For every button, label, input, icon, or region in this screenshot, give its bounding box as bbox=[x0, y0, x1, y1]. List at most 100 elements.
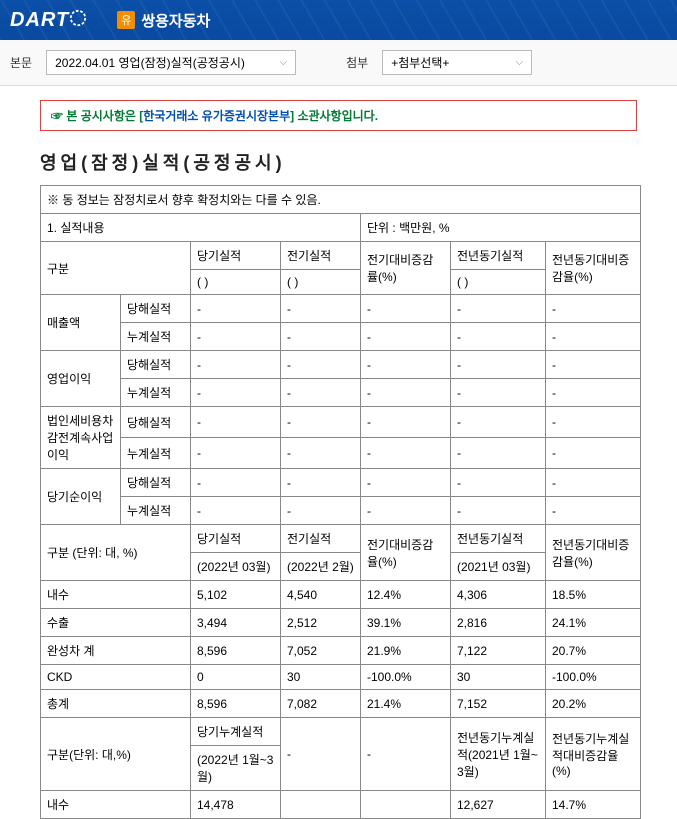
col-py: 전년동기실적 bbox=[451, 242, 546, 270]
cell: - bbox=[546, 469, 641, 497]
section-label: 1. 실적내용 bbox=[41, 214, 361, 242]
notice-prefix: ☞ 본 공시사항은 [ bbox=[51, 109, 143, 123]
cell: - bbox=[361, 469, 451, 497]
cell: - bbox=[191, 295, 281, 323]
cell: - bbox=[281, 295, 361, 323]
col-prev-sub: ( ) bbox=[281, 270, 361, 295]
col2-current-sub: (2022년 03월) bbox=[191, 553, 281, 581]
cell: 24.1% bbox=[546, 609, 641, 637]
col2-prev: 전기실적 bbox=[281, 525, 361, 553]
cell: - bbox=[361, 295, 451, 323]
page-title: 영업(잠정)실적(공정공시) bbox=[40, 149, 637, 175]
cell: - bbox=[191, 323, 281, 351]
cell: 39.1% bbox=[361, 609, 451, 637]
main-doc-label: 본문 bbox=[10, 54, 32, 71]
cell: - bbox=[451, 407, 546, 438]
row-pretax: 법인세비용차감전계속사업이익 bbox=[41, 407, 121, 469]
cell: 21.4% bbox=[361, 690, 451, 718]
logo: DART bbox=[10, 9, 87, 32]
cell: 7,052 bbox=[281, 637, 361, 665]
cell: 3,494 bbox=[191, 609, 281, 637]
col3-pyr: 전년동기누계실적대비증감율(%) bbox=[546, 718, 641, 791]
cell: - bbox=[281, 497, 361, 525]
cell: - bbox=[451, 379, 546, 407]
main-doc-select[interactable]: 2022.04.01 영업(잠정)실적(공정공시) ⌵ bbox=[46, 50, 296, 75]
col3-ratio: - bbox=[361, 718, 451, 791]
cell: - bbox=[191, 407, 281, 438]
row2-ckd: CKD bbox=[41, 665, 191, 690]
cell: - bbox=[451, 295, 546, 323]
cell: - bbox=[546, 323, 641, 351]
row3-domestic: 내수 bbox=[41, 791, 191, 819]
col2-py: 전년동기실적 bbox=[451, 525, 546, 553]
row-sub: 누계실적 bbox=[121, 497, 191, 525]
cell: 12.4% bbox=[361, 581, 451, 609]
chevron-down-icon: ⌵ bbox=[280, 57, 288, 68]
cell: 7,122 bbox=[451, 637, 546, 665]
col2-py-sub: (2021년 03월) bbox=[451, 553, 546, 581]
row2-export: 수출 bbox=[41, 609, 191, 637]
notice-suffix: ] 소관사항입니다. bbox=[290, 109, 378, 123]
row-sub: 당해실적 bbox=[121, 469, 191, 497]
cell: - bbox=[546, 497, 641, 525]
cell: - bbox=[281, 323, 361, 351]
cell: - bbox=[281, 379, 361, 407]
row-net: 당기순이익 bbox=[41, 469, 121, 525]
col-ratio: 전기대비증감률(%) bbox=[361, 242, 451, 295]
cell: 14,478 bbox=[191, 791, 281, 819]
cell: - bbox=[191, 497, 281, 525]
col-pyr: 전년동기대비증감율(%) bbox=[546, 242, 641, 295]
cell: - bbox=[191, 351, 281, 379]
cell: - bbox=[546, 407, 641, 438]
main-table: ※ 동 정보는 잠정치로서 향후 확정치와는 다를 수 있음. 1. 실적내용 … bbox=[40, 185, 641, 819]
note-cell: ※ 동 정보는 잠정치로서 향후 확정치와는 다를 수 있음. bbox=[41, 186, 641, 214]
notice-link[interactable]: 한국거래소 유가증권시장본부 bbox=[143, 109, 290, 123]
cell: - bbox=[281, 438, 361, 469]
col2-gubun: 구분 (단위: 대, %) bbox=[41, 525, 191, 581]
cell: - bbox=[281, 407, 361, 438]
app-header: DART 유 쌍용자동차 bbox=[0, 0, 677, 40]
attach-select[interactable]: +첨부선택+ ⌵ bbox=[382, 50, 532, 75]
row-sub: 당해실적 bbox=[121, 407, 191, 438]
col2-pyr: 전년동기대비증감율(%) bbox=[546, 525, 641, 581]
cell: 4,306 bbox=[451, 581, 546, 609]
cell: -100.0% bbox=[546, 665, 641, 690]
cell: - bbox=[361, 323, 451, 351]
row-sub: 누계실적 bbox=[121, 379, 191, 407]
notice-box: ☞ 본 공시사항은 [한국거래소 유가증권시장본부] 소관사항입니다. bbox=[40, 100, 637, 131]
cell: - bbox=[451, 323, 546, 351]
company-name: 쌍용자동차 bbox=[141, 10, 210, 31]
attach-value: +첨부선택+ bbox=[391, 54, 449, 71]
cell: - bbox=[281, 351, 361, 379]
cell: -100.0% bbox=[361, 665, 451, 690]
cell: 30 bbox=[451, 665, 546, 690]
cell: - bbox=[451, 497, 546, 525]
company-type-badge: 유 bbox=[117, 11, 135, 29]
cell: 8,596 bbox=[191, 690, 281, 718]
col-current: 당기실적 bbox=[191, 242, 281, 270]
col-py-sub: ( ) bbox=[451, 270, 546, 295]
cell: - bbox=[361, 497, 451, 525]
chevron-down-icon: ⌵ bbox=[516, 57, 524, 68]
cell: - bbox=[546, 438, 641, 469]
row-sales: 매출액 bbox=[41, 295, 121, 351]
cell: 5,102 bbox=[191, 581, 281, 609]
col-current-sub: ( ) bbox=[191, 270, 281, 295]
cell: 4,540 bbox=[281, 581, 361, 609]
row-sub: 당해실적 bbox=[121, 351, 191, 379]
cell: - bbox=[361, 379, 451, 407]
cell: - bbox=[191, 469, 281, 497]
cell: - bbox=[451, 438, 546, 469]
cell: 18.5% bbox=[546, 581, 641, 609]
col-prev: 전기실적 bbox=[281, 242, 361, 270]
cell: - bbox=[451, 351, 546, 379]
col3-py: 전년동기누계실적(2021년 1월~3월) bbox=[451, 718, 546, 791]
cell: - bbox=[451, 469, 546, 497]
cell: 14.7% bbox=[546, 791, 641, 819]
row2-domestic: 내수 bbox=[41, 581, 191, 609]
cell: - bbox=[281, 469, 361, 497]
cell: 7,152 bbox=[451, 690, 546, 718]
col2-prev-sub: (2022년 2월) bbox=[281, 553, 361, 581]
document-body: ☞ 본 공시사항은 [한국거래소 유가증권시장본부] 소관사항입니다. 영업(잠… bbox=[0, 86, 677, 819]
cell bbox=[281, 791, 361, 819]
